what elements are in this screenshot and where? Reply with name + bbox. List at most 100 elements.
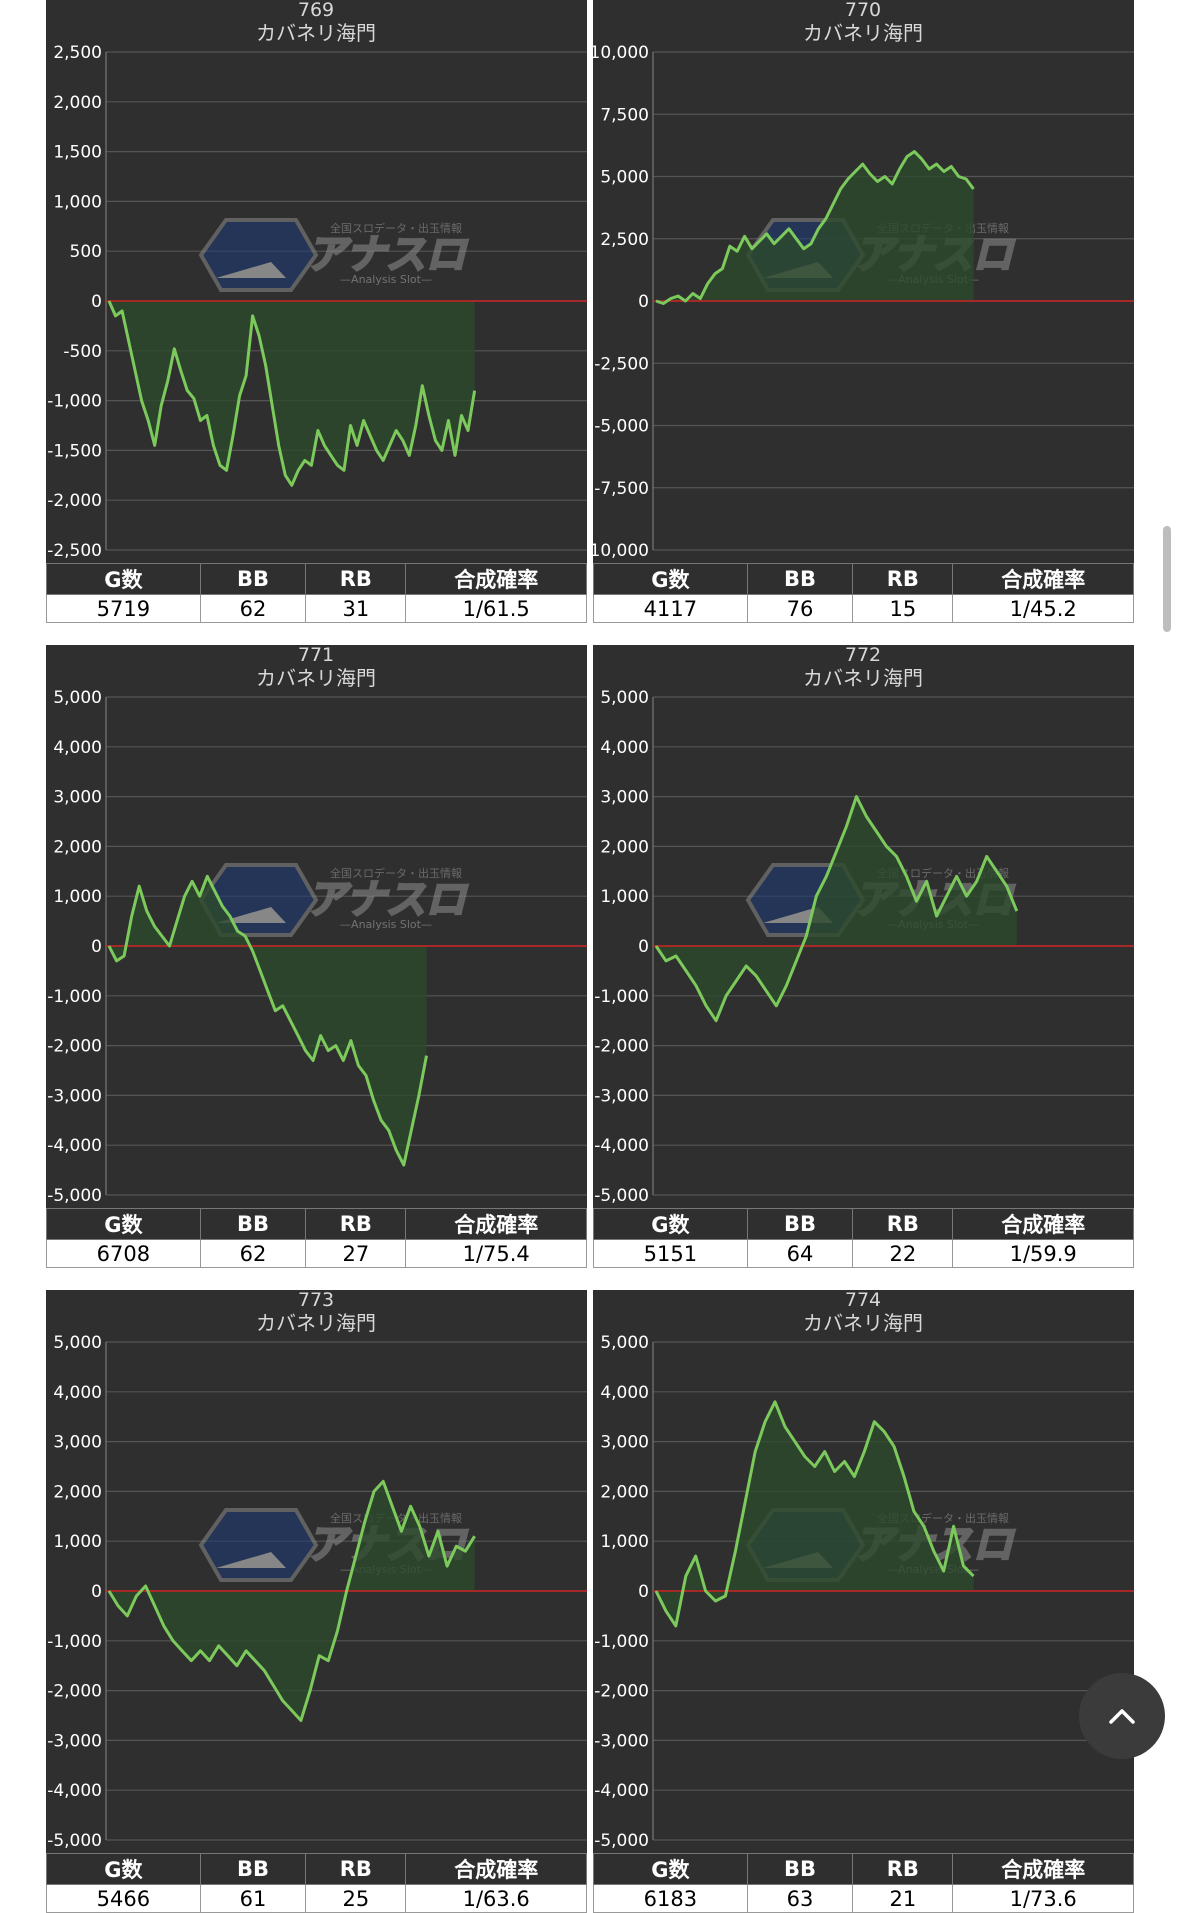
difference-line (654, 795, 1019, 1023)
y-tick-label: -1,000 (47, 1632, 102, 1652)
rb-header: RB (852, 563, 954, 595)
y-tick-label: 5,000 (600, 168, 649, 188)
bb-value: 62 (199, 1239, 307, 1268)
games-value: 6183 (593, 1884, 748, 1913)
bb-header: BB (199, 1853, 307, 1885)
bb-header: BB (199, 563, 307, 595)
y-tick-label: 3,000 (53, 1433, 102, 1453)
probability-value: 1/61.5 (405, 594, 587, 623)
difference-area (109, 301, 475, 486)
hexagon-logo-icon (198, 1508, 319, 1582)
y-tick-label: -1,000 (594, 987, 649, 1007)
y-tick-label: -2,000 (47, 491, 102, 511)
watermark-tagline: 全国スロデータ・出玉情報 (330, 221, 462, 235)
bb-value: 63 (746, 1884, 854, 1913)
rb-value: 31 (305, 594, 407, 623)
y-tick-label: 5,000 (53, 1333, 102, 1353)
scroll-to-top-button[interactable] (1079, 1673, 1165, 1759)
rb-value: 25 (305, 1884, 407, 1913)
difference-area (656, 1401, 974, 1626)
y-tick-label: 4,000 (600, 738, 649, 758)
chevron-up-icon (1109, 1709, 1135, 1724)
difference-area (109, 876, 427, 1166)
bb-value: 64 (746, 1239, 854, 1268)
y-tick-label: 0 (91, 292, 102, 312)
bb-value: 61 (199, 1884, 307, 1913)
rb-value: 27 (305, 1239, 407, 1268)
machine-chart-card[interactable]: 773 カバネリ海門 5,000 4,000 3,000 2,000 1,000 0 -1,00… (46, 1290, 587, 1913)
difference-line (655, 150, 975, 305)
difference-area (656, 151, 974, 304)
bb-header: BB (199, 1208, 307, 1240)
machine-name: カバネリ海門 (256, 1311, 376, 1335)
y-tick-label: -2,500 (47, 541, 102, 561)
stats-table: G数 BB RB 合成確率 4117 76 15 1/45.2 (593, 563, 1134, 623)
games-value: 5151 (593, 1239, 748, 1268)
y-tick-label: 10,000 (593, 43, 649, 63)
y-tick-label: -4,000 (47, 1136, 102, 1156)
y-tick-label: -5,000 (47, 1831, 102, 1851)
y-tick-label: 4,000 (53, 738, 102, 758)
probability-value: 1/45.2 (952, 594, 1134, 623)
bb-header: BB (746, 563, 854, 595)
hexagon-logo-icon (198, 218, 319, 292)
machine-chart-card[interactable]: 770 カバネリ海門 10,000 7,500 5,000 2,500 0 -2,500 -5,… (593, 0, 1134, 623)
y-tick-label: -3,000 (47, 1086, 102, 1106)
watermark-tagline: 全国スロデータ・出玉情報 (330, 866, 462, 880)
y-tick-label: 5,000 (600, 688, 649, 708)
y-tick-label: 0 (91, 1582, 102, 1602)
stats-table: G数 BB RB 合成確率 5719 62 31 1/61.5 (46, 563, 587, 623)
y-tick-label: 4,000 (53, 1383, 102, 1403)
machine-number: 772 (845, 645, 881, 666)
y-tick-label: -4,000 (47, 1781, 102, 1801)
games-header: G数 (46, 563, 201, 595)
rb-header: RB (305, 1208, 407, 1240)
games-header: G数 (46, 1853, 201, 1885)
probability-header: 合成確率 (952, 1853, 1134, 1885)
y-tick-label: -5,000 (594, 417, 649, 437)
y-tick-label: 2,000 (600, 837, 649, 857)
machine-number: 773 (298, 1290, 334, 1311)
y-tick-label: -10,000 (593, 541, 649, 561)
probability-header: 合成確率 (405, 1208, 587, 1240)
games-value: 5719 (46, 594, 201, 623)
y-tick-label: 2,000 (53, 93, 102, 113)
probability-value: 1/59.9 (952, 1239, 1134, 1268)
probability-header: 合成確率 (952, 1208, 1134, 1240)
y-tick-label: -2,000 (594, 1037, 649, 1057)
y-tick-label: -5,000 (594, 1186, 649, 1206)
y-tick-label: -2,000 (47, 1682, 102, 1702)
y-tick-label: -4,000 (594, 1136, 649, 1156)
y-tick-label: -3,000 (47, 1731, 102, 1751)
y-tick-label: 2,000 (53, 837, 102, 857)
games-header: G数 (593, 1208, 748, 1240)
rb-value: 15 (852, 594, 954, 623)
y-tick-label: 4,000 (600, 1383, 649, 1403)
y-tick-label: 1,000 (600, 1532, 649, 1552)
games-value: 4117 (593, 594, 748, 623)
scrollbar[interactable] (1163, 526, 1171, 632)
rb-header: RB (305, 1853, 407, 1885)
machine-chart-card[interactable]: 774 カバネリ海門 5,000 4,000 3,000 2,000 1,000 0 -1,00… (593, 1290, 1134, 1913)
y-tick-label: 0 (638, 1582, 649, 1602)
y-tick-label: -7,500 (594, 479, 649, 499)
y-tick-label: -1,000 (594, 1632, 649, 1652)
machine-name: カバネリ海門 (256, 666, 376, 690)
probability-value: 1/63.6 (405, 1884, 587, 1913)
y-tick-label: -5,000 (594, 1831, 649, 1851)
machine-chart-card[interactable]: 771 カバネリ海門 5,000 4,000 3,000 2,000 1,000 0 -1,00… (46, 645, 587, 1268)
y-tick-label: -2,000 (47, 1037, 102, 1057)
difference-line (107, 300, 477, 487)
stats-table: G数 BB RB 合成確率 6183 63 21 1/73.6 (593, 1853, 1134, 1913)
machine-number: 770 (845, 0, 881, 21)
machine-chart-card[interactable]: 769 カバネリ海門 2,500 2,000 1,500 1,000 500 0 -500 -1,… (46, 0, 587, 623)
y-tick-label: -5,000 (47, 1186, 102, 1206)
machine-number: 769 (298, 0, 334, 21)
machine-chart-card[interactable]: 772 カバネリ海門 5,000 4,000 3,000 2,000 1,000 0 -1,00… (593, 645, 1134, 1268)
rb-header: RB (852, 1208, 954, 1240)
y-tick-label: 0 (638, 937, 649, 957)
